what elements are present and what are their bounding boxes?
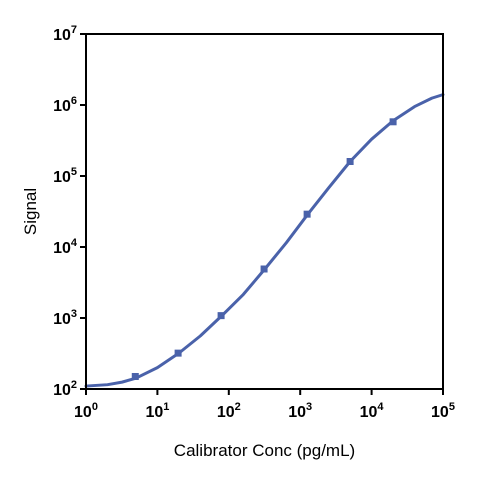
fit-curve [84, 93, 445, 388]
data-point [346, 158, 354, 166]
x-tick-label: 105 [431, 401, 455, 421]
data-point [260, 265, 268, 273]
plot-frame [85, 33, 444, 390]
y-axis-ticks: 102 103 104 105 106 107 [53, 24, 86, 399]
data-point [174, 349, 182, 357]
fit-curve-layer [84, 93, 445, 388]
data-point [131, 372, 139, 380]
x-tick-label: 100 [74, 401, 98, 421]
x-tick-label: 102 [217, 401, 241, 421]
data-points-layer [131, 118, 397, 380]
data-point [303, 210, 311, 218]
x-tick-label: 104 [360, 401, 385, 421]
data-point [217, 312, 225, 320]
x-tick-label: 101 [145, 401, 169, 421]
y-axis-label: Signal [21, 188, 40, 235]
x-tick-label: 103 [288, 401, 312, 421]
y-tick-label: 104 [53, 237, 78, 257]
y-tick-label: 107 [53, 24, 77, 44]
y-tick-label: 102 [53, 379, 77, 399]
y-tick-label: 105 [53, 166, 77, 186]
data-point [389, 118, 397, 126]
y-tick-label: 106 [53, 95, 77, 115]
x-axis-label: Calibrator Conc (pg/mL) [174, 441, 355, 460]
y-tick-label: 103 [53, 308, 77, 328]
x-axis-ticks: 100 101 102 103 104 105 [74, 389, 455, 421]
